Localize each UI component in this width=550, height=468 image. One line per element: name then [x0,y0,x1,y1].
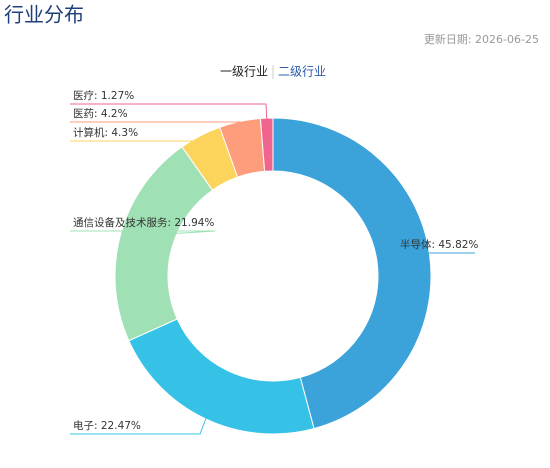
donut-slice [259,117,274,172]
tab[interactable]: 一级行业 [220,65,268,79]
update-date: 更新日期: 2026-06-25 [424,32,539,46]
slice-label: 医疗: 1.27% [73,89,134,102]
donut-slice [114,146,214,342]
leader-line [397,252,475,257]
slice-label: 计算机: 4.3% [73,126,138,139]
leader-line [70,411,210,435]
donut-slice [272,117,432,430]
leader-line [70,121,242,130]
leader-line [70,230,216,237]
donut-slice [128,318,315,435]
slice-label: 医药: 4.2% [73,108,128,120]
tab[interactable]: 二级行业 [278,65,326,79]
slice-label: 半导体: 45.82% [400,238,478,251]
slice-label: 通信设备及技术服务: 21.94% [73,216,214,229]
leader-line [70,103,268,127]
page-title: 行业分布 [4,3,84,27]
slice-label: 电子: 22.47% [73,419,141,432]
leader-line [70,140,204,144]
